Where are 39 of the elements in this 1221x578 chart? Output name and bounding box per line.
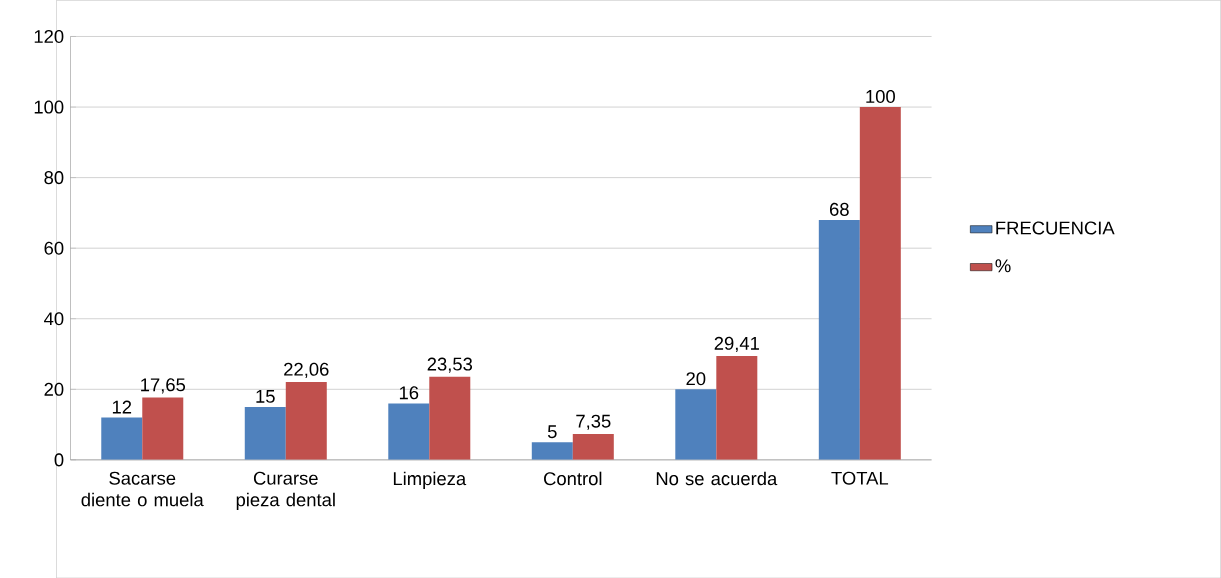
- bar: [285, 381, 327, 460]
- x-tick-label: Curarse pieza dental: [236, 471, 335, 510]
- bar: [101, 417, 143, 460]
- data-label: 17,65: [141, 378, 186, 394]
- bar: [531, 442, 573, 460]
- bar: [716, 355, 758, 460]
- data-label: 7,35: [576, 414, 611, 430]
- data-label: 16: [399, 386, 419, 400]
- bar: [429, 376, 471, 460]
- y-tick-label: 120: [34, 29, 64, 43]
- x-tick-label: Control: [544, 471, 602, 486]
- bar: [244, 406, 286, 460]
- data-label: 23,53: [427, 357, 473, 373]
- y-tick-label: 20: [44, 382, 64, 396]
- y-tick-label: 100: [34, 100, 64, 114]
- x-tick-label: Sacarse diente o muela: [81, 471, 204, 507]
- x-tick-label: No se acuerda: [656, 471, 778, 486]
- legend-label: %: [995, 259, 1011, 273]
- y-tick-label: 0: [54, 453, 64, 467]
- legend-label: FRECUENCIA: [996, 221, 1115, 235]
- y-tick-label: 60: [44, 241, 64, 255]
- y-tick-label: 40: [44, 312, 64, 326]
- bar: [388, 403, 430, 460]
- data-label: 29,41: [714, 336, 759, 352]
- data-label: 100: [866, 89, 895, 103]
- x-tick-label: Limpieza: [393, 471, 467, 489]
- bar: [142, 397, 184, 460]
- data-label: 12: [112, 400, 132, 414]
- bar: [572, 433, 614, 460]
- data-label: 5: [547, 425, 557, 438]
- data-label: 22,06: [284, 362, 329, 378]
- bar: [818, 219, 860, 460]
- data-label: 20: [686, 372, 706, 386]
- x-tick-label: TOTAL: [831, 471, 889, 485]
- bar: [675, 389, 717, 460]
- data-label: 15: [256, 389, 275, 403]
- data-label: 68: [829, 202, 849, 216]
- y-tick-label: 80: [44, 170, 64, 184]
- bar: [859, 106, 901, 460]
